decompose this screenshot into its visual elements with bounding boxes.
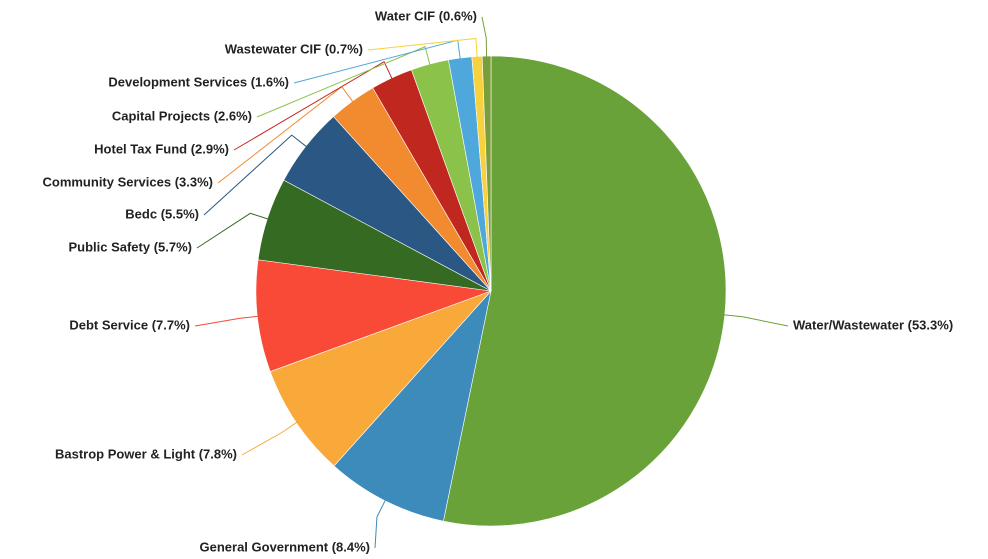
leader-line [196, 212, 272, 249]
slice-label: Public Safety (5.7%) [68, 239, 192, 254]
slice-label: Hotel Tax Fund (2.9%) [94, 141, 229, 156]
leader-line [256, 46, 432, 118]
slice-label: Debt Service (7.7%) [69, 317, 190, 332]
slice-label: Development Services (1.6%) [108, 74, 289, 89]
leader-line [367, 37, 478, 61]
leader-line [194, 315, 262, 327]
leader-line [233, 60, 394, 151]
slice-label: Bastrop Power & Light (7.8%) [55, 446, 237, 461]
slice-label: Water/Wastewater (53.3%) [793, 317, 953, 332]
slice-label: Bedc (5.5%) [125, 206, 199, 221]
leader-line [203, 134, 310, 216]
slice-label: Wastewater CIF (0.7%) [225, 41, 363, 56]
leader-line [374, 496, 388, 549]
slice-label: Water CIF (0.6%) [375, 8, 477, 23]
leader-line [481, 16, 488, 61]
leader-line [241, 420, 300, 456]
leader-line [720, 314, 789, 327]
slice-label: Community Services (3.3%) [42, 174, 213, 189]
slice-label: Capital Projects (2.6%) [112, 108, 252, 123]
slice-label: General Government (8.4%) [200, 539, 371, 554]
